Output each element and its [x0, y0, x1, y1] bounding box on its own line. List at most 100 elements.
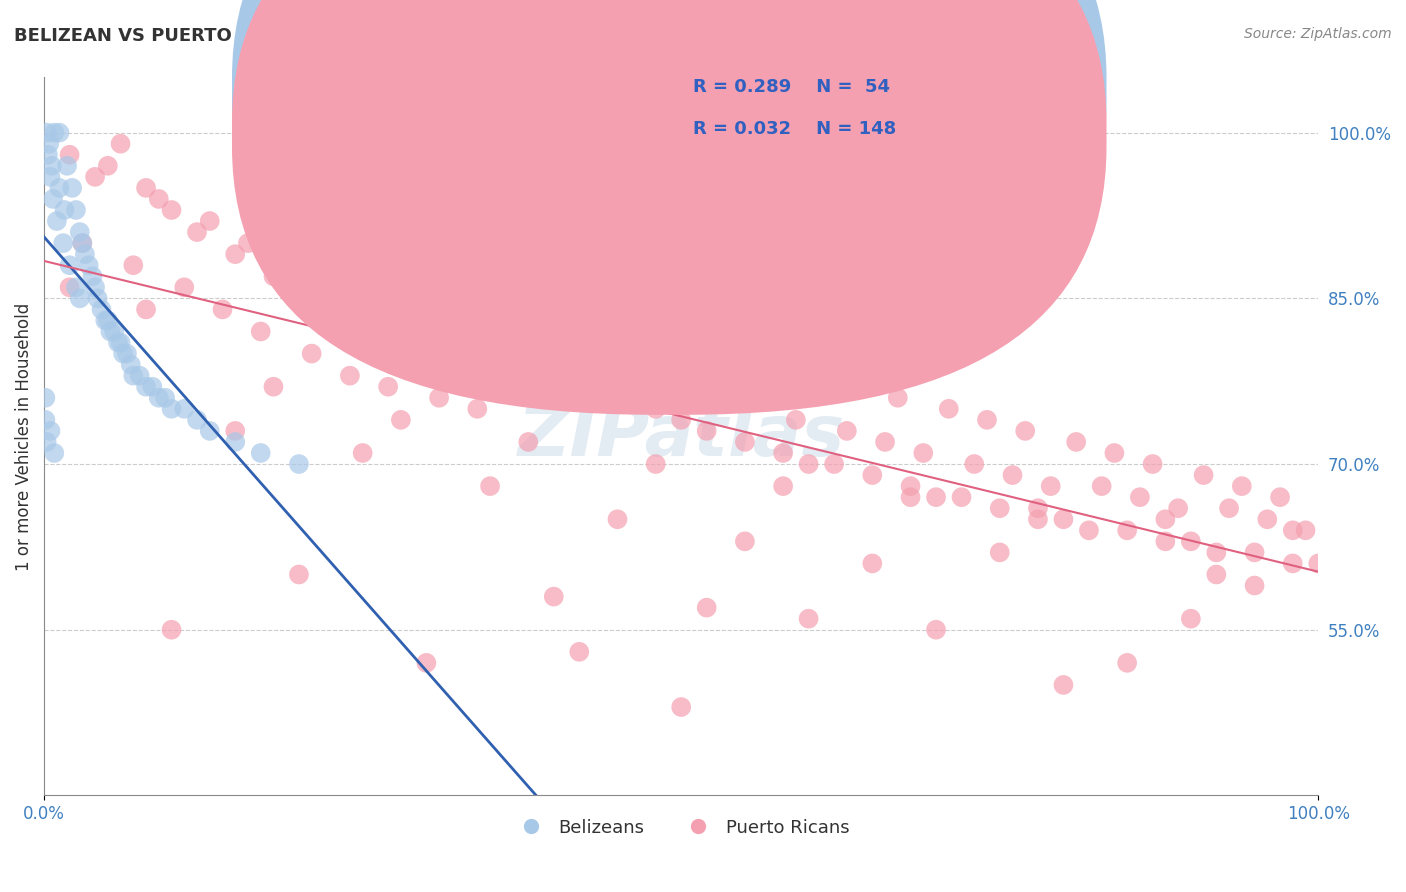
Point — [148, 391, 170, 405]
Point — [759, 358, 782, 372]
Point — [988, 545, 1011, 559]
Point — [696, 424, 718, 438]
Point — [440, 335, 463, 350]
Point — [568, 380, 591, 394]
Point — [925, 490, 948, 504]
Point — [53, 202, 76, 217]
Point — [224, 434, 246, 449]
Point — [288, 567, 311, 582]
Point — [492, 258, 515, 272]
Point — [669, 700, 692, 714]
Point — [58, 280, 80, 294]
Point — [60, 181, 83, 195]
Point — [683, 313, 706, 327]
Point — [1142, 457, 1164, 471]
Point — [45, 214, 67, 228]
Point — [860, 557, 883, 571]
Point — [389, 413, 412, 427]
Point — [262, 380, 284, 394]
Point — [988, 501, 1011, 516]
Point — [1104, 446, 1126, 460]
Point — [619, 325, 641, 339]
Point — [122, 258, 145, 272]
Point — [734, 534, 756, 549]
Point — [35, 434, 58, 449]
Point — [314, 291, 336, 305]
Point — [606, 512, 628, 526]
Point — [249, 325, 271, 339]
Point — [963, 457, 986, 471]
Point — [44, 126, 66, 140]
Point — [950, 490, 973, 504]
Point — [94, 313, 117, 327]
Point — [236, 236, 259, 251]
Point — [848, 380, 870, 394]
Point — [326, 280, 349, 294]
Text: Source: ZipAtlas.com: Source: ZipAtlas.com — [1244, 27, 1392, 41]
Point — [505, 225, 527, 239]
Point — [97, 159, 120, 173]
Point — [103, 325, 125, 339]
Point — [1167, 501, 1189, 516]
Point — [734, 434, 756, 449]
Text: ZIPatlas: ZIPatlas — [517, 402, 845, 471]
Point — [1116, 656, 1139, 670]
Point — [65, 280, 87, 294]
Point — [112, 346, 135, 360]
Point — [644, 401, 666, 416]
Point — [1001, 468, 1024, 483]
Point — [1064, 434, 1087, 449]
Point — [465, 401, 488, 416]
Point — [1077, 524, 1099, 538]
Point — [120, 358, 142, 372]
Point — [938, 401, 960, 416]
Text: BELIZEAN VS PUERTO RICAN 1 OR MORE VEHICLES IN HOUSEHOLD CORRELATION CHART: BELIZEAN VS PUERTO RICAN 1 OR MORE VEHIC… — [14, 27, 905, 45]
Point — [1230, 479, 1253, 493]
Point — [900, 479, 922, 493]
Point — [530, 280, 553, 294]
Point — [352, 446, 374, 460]
Point — [1116, 524, 1139, 538]
Point — [797, 612, 820, 626]
Point — [72, 236, 94, 251]
Point — [110, 335, 132, 350]
Point — [86, 291, 108, 305]
Point — [141, 380, 163, 394]
Point — [84, 280, 107, 294]
Point — [37, 147, 59, 161]
Point — [211, 302, 233, 317]
Point — [479, 346, 502, 360]
Point — [644, 457, 666, 471]
Text: R = 0.032    N = 148: R = 0.032 N = 148 — [693, 120, 897, 138]
Point — [34, 391, 56, 405]
Point — [90, 302, 112, 317]
Point — [186, 413, 208, 427]
Point — [198, 424, 221, 438]
Point — [58, 258, 80, 272]
Point — [1281, 524, 1303, 538]
Point — [1014, 424, 1036, 438]
Point — [1180, 612, 1202, 626]
Point — [1243, 578, 1265, 592]
Point — [352, 302, 374, 317]
Point — [389, 313, 412, 327]
Point — [77, 258, 100, 272]
Point — [115, 346, 138, 360]
Point — [98, 325, 121, 339]
Point — [135, 181, 157, 195]
Point — [887, 391, 910, 405]
Point — [160, 401, 183, 416]
Legend: Belizeans, Puerto Ricans: Belizeans, Puerto Ricans — [506, 812, 856, 844]
Point — [631, 291, 654, 305]
Point — [377, 380, 399, 394]
Point — [39, 424, 62, 438]
Point — [517, 358, 540, 372]
Point — [1180, 534, 1202, 549]
Point — [1091, 479, 1114, 493]
Point — [823, 457, 845, 471]
Point — [73, 247, 96, 261]
Point — [128, 368, 150, 383]
Point — [453, 202, 475, 217]
Point — [797, 457, 820, 471]
Point — [186, 225, 208, 239]
